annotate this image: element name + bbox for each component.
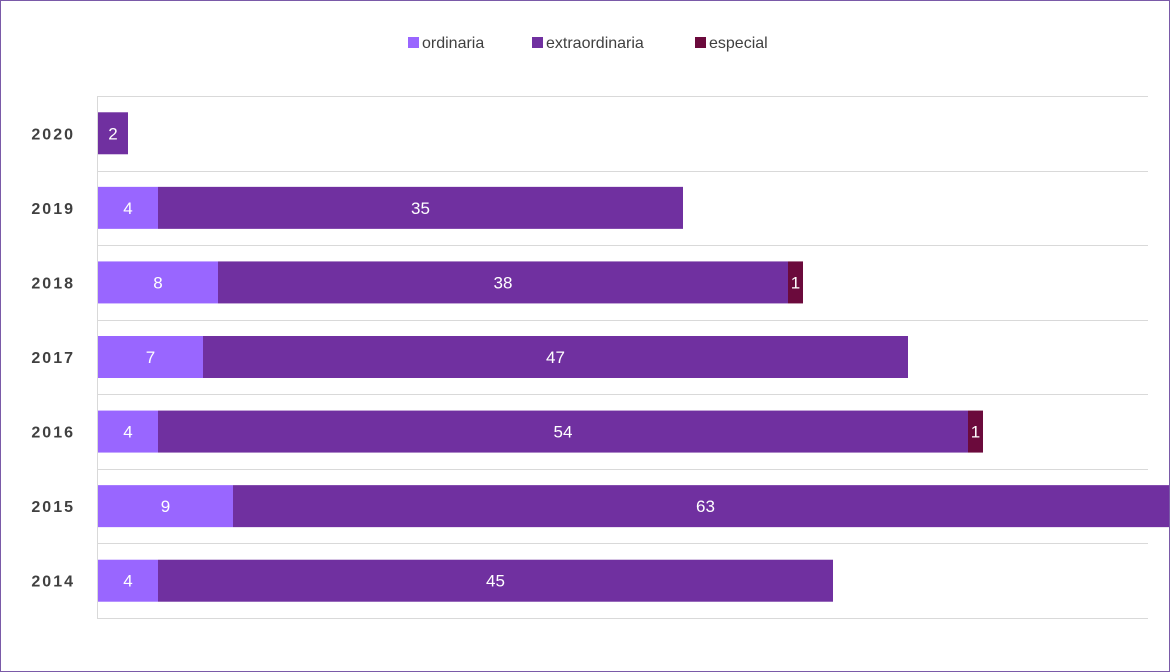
bar-ordinaria-2016 [98, 410, 158, 453]
bars: 2 4 35 8 38 1 7 47 4 54 1 9 63 4 45 [98, 112, 1169, 602]
data-label-ordinaria-2018: 8 [153, 273, 162, 292]
data-label-especial-2016: 1 [971, 423, 980, 442]
data-label-extraordinaria-2017: 47 [546, 348, 565, 367]
bar-extraordinaria-2018 [218, 261, 788, 304]
bar-extraordinaria-2015 [233, 485, 1169, 528]
data-label-ordinaria-2014: 4 [123, 572, 132, 591]
bar-extraordinaria-2017 [203, 336, 908, 378]
bar-ordinaria-2015 [98, 485, 233, 528]
gridlines [97, 96, 1148, 619]
legend-swatch-ordinaria [408, 37, 419, 48]
category-label-2016: 2016 [31, 425, 75, 442]
bar-extraordinaria-2016 [158, 410, 968, 453]
legend-label-ordinaria: ordinaria [422, 35, 484, 52]
data-label-ordinaria-2015: 9 [161, 497, 170, 516]
legend: ordinaria extraordinaria especial [408, 35, 768, 52]
category-label-2018: 2018 [31, 275, 75, 292]
bar-especial-2016 [968, 410, 983, 453]
bar-extraordinaria-2020 [98, 112, 128, 155]
data-label-extraordinaria-2020: 2 [108, 124, 117, 143]
category-label-2019: 2019 [31, 201, 75, 218]
bar-ordinaria-2014 [98, 559, 158, 602]
category-label-2015: 2015 [31, 499, 75, 516]
bar-especial-2018 [788, 261, 803, 304]
bar-ordinaria-2018 [98, 261, 218, 304]
data-label-extraordinaria-2015: 63 [696, 497, 715, 516]
data-label-ordinaria-2019: 4 [123, 199, 132, 218]
bar-extraordinaria-2014 [158, 559, 833, 602]
data-label-extraordinaria-2014: 45 [486, 572, 505, 591]
bar-ordinaria-2017 [98, 336, 203, 378]
bar-extraordinaria-2019 [158, 186, 683, 229]
data-label-ordinaria-2017: 7 [146, 348, 155, 367]
data-label-ordinaria-2016: 4 [123, 423, 132, 442]
data-label-especial-2018: 1 [791, 273, 800, 292]
bar-ordinaria-2019 [98, 186, 158, 229]
data-label-extraordinaria-2016: 54 [554, 423, 573, 442]
legend-label-extraordinaria: extraordinaria [546, 35, 644, 52]
category-label-2017: 2017 [31, 350, 75, 367]
data-label-extraordinaria-2018: 38 [494, 273, 513, 292]
data-label-extraordinaria-2019: 35 [411, 199, 430, 218]
legend-swatch-extraordinaria [532, 37, 543, 48]
legend-label-especial: especial [709, 35, 768, 52]
category-axis-labels: 2020 2019 2018 2017 2016 2015 2014 [31, 126, 75, 591]
category-label-2014: 2014 [31, 574, 75, 591]
category-label-2020: 2020 [31, 126, 75, 143]
legend-swatch-especial [695, 37, 706, 48]
